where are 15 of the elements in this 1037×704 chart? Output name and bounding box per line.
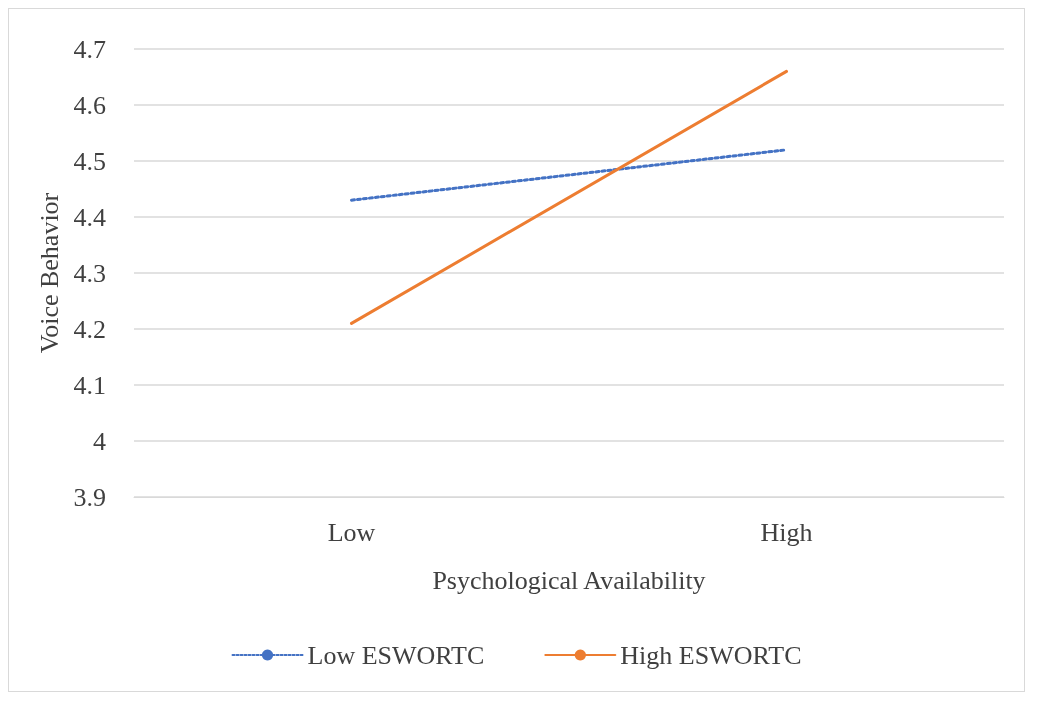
y-tick-label: 3.9: [73, 482, 106, 512]
y-tick-label: 4.4: [73, 202, 106, 232]
y-tick-label: 4: [93, 426, 106, 456]
y-tick-label: 4.1: [73, 370, 106, 400]
y-tick-label: 4.7: [73, 34, 106, 64]
y-axis-title: Voice Behavior: [34, 192, 64, 354]
y-tick-label: 4.3: [73, 258, 106, 288]
x-tick-label: Low: [327, 517, 376, 547]
x-axis-title: Psychological Availability: [432, 565, 706, 595]
legend-label: High ESWORTC: [620, 640, 802, 670]
y-tick-label: 4.6: [73, 90, 106, 120]
legend-label: Low ESWORTC: [307, 640, 485, 670]
y-tick-label: 4.5: [73, 146, 106, 176]
x-tick-label: High: [760, 517, 813, 547]
y-tick-label: 4.2: [73, 314, 106, 344]
